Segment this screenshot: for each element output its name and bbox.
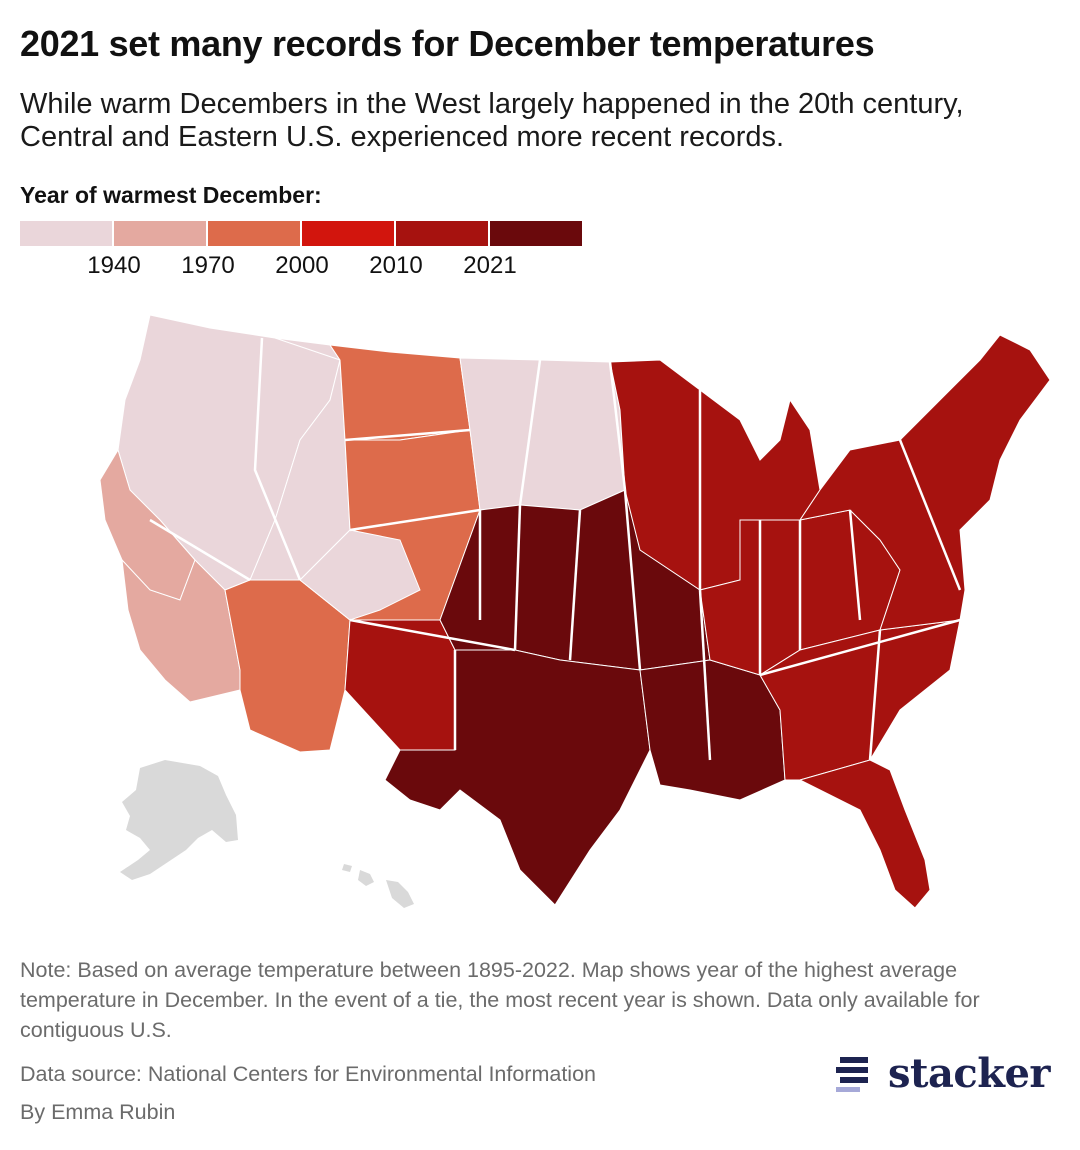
byline: By Emma Rubin — [20, 1100, 176, 1124]
state-boundaries — [149, 337, 962, 761]
chart-subtitle: While warm Decembers in the West largely… — [20, 88, 964, 153]
chart-title: 2021 set many records for December tempe… — [20, 23, 875, 64]
stacker-logo-icon — [836, 1057, 868, 1092]
region-montana — [328, 344, 471, 441]
legend-tick-label: 2000 — [275, 252, 329, 279]
legend-tick-labels: 1940 1970 2000 2010 2021 — [20, 252, 620, 282]
legend-color-bar — [20, 221, 584, 246]
legend-swatch — [396, 221, 488, 246]
legend-title: Year of warmest December: — [20, 182, 322, 208]
hawaii-shape — [342, 864, 414, 908]
legend-swatch — [490, 221, 582, 246]
region-texas — [384, 649, 651, 906]
region-florida — [798, 759, 931, 909]
legend-swatch — [114, 221, 206, 246]
legend-tick-label: 1940 — [87, 252, 141, 279]
legend-swatch — [20, 221, 112, 246]
legend-swatch — [302, 221, 394, 246]
legend-tick-label: 1970 — [181, 252, 235, 279]
region-arizona — [224, 579, 351, 753]
region-new-mexico — [344, 619, 456, 751]
stacker-logo: stacker — [836, 1048, 1051, 1098]
us-choropleth-map — [99, 314, 1051, 909]
alaska-shape — [120, 760, 238, 880]
data-source: Data source: National Centers for Enviro… — [20, 1062, 596, 1086]
stacker-logo-text: stacker — [888, 1049, 1051, 1097]
legend-swatch — [208, 221, 300, 246]
region-dakotas — [459, 357, 626, 511]
legend-tick-label: 2010 — [369, 252, 423, 279]
footnote: Note: Based on average temperature betwe… — [20, 958, 980, 1042]
legend-tick-label: 2021 — [463, 252, 517, 279]
region-northeast — [798, 334, 1051, 631]
